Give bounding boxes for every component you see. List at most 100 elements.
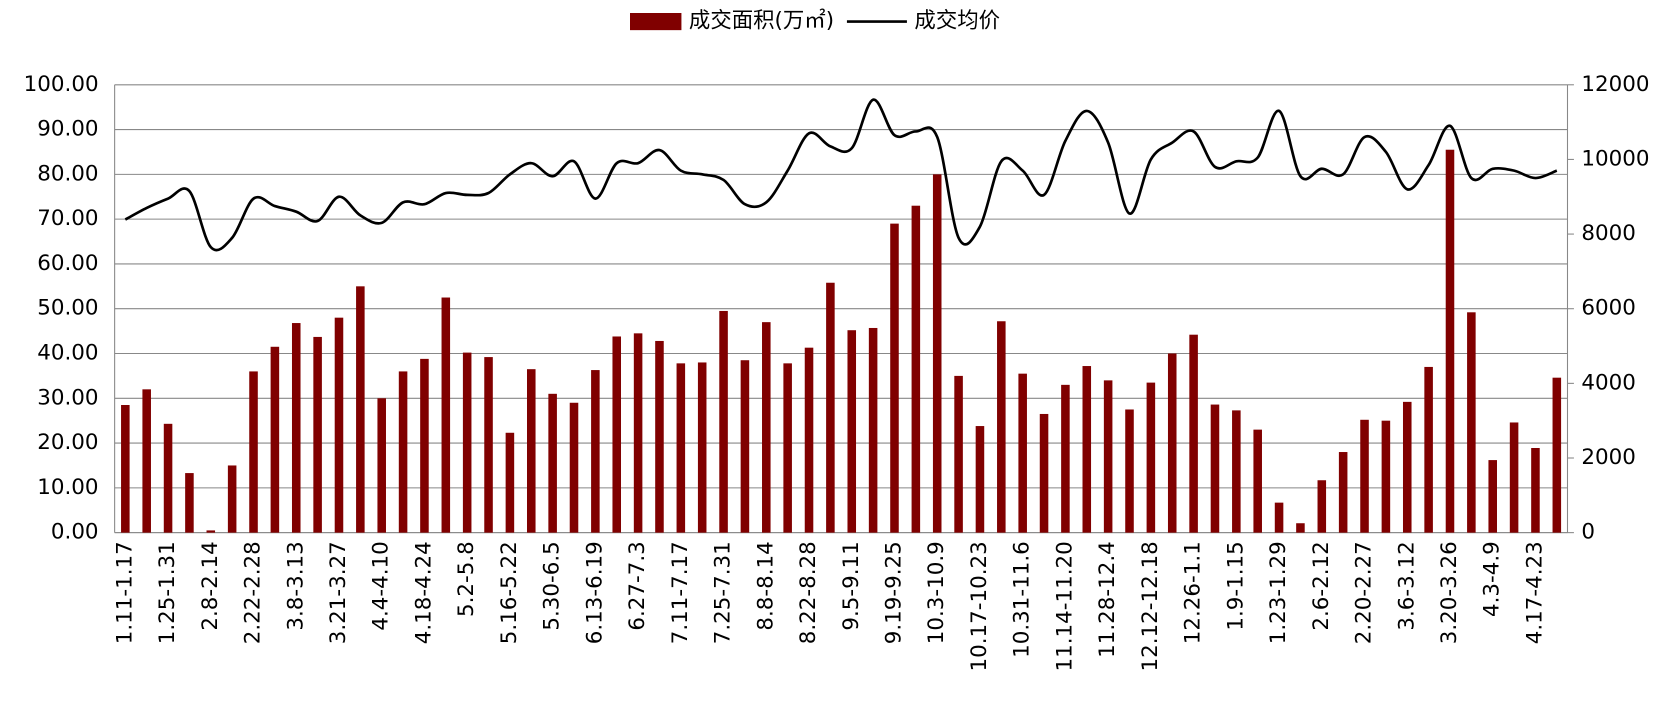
bar bbox=[526, 369, 536, 533]
x-tick-label: 3.8-3.13 bbox=[283, 541, 308, 630]
bar bbox=[1424, 366, 1433, 533]
y-tick-label: 80.00 bbox=[37, 161, 98, 186]
bar bbox=[377, 398, 386, 533]
x-tick-label: 4.18-4.24 bbox=[411, 541, 436, 644]
bar bbox=[1338, 452, 1348, 533]
bar bbox=[1103, 380, 1113, 533]
x-tick-label: 11.14-11.20 bbox=[1052, 541, 1077, 671]
x-tick-label: 11.28-12.4 bbox=[1095, 541, 1120, 658]
y2-tick-label: 10000 bbox=[1581, 146, 1649, 171]
y-tick-label: 60.00 bbox=[37, 251, 98, 276]
bar bbox=[142, 389, 151, 533]
x-tick-label: 10.17-10.23 bbox=[967, 541, 992, 671]
bar bbox=[270, 346, 280, 533]
x-tick-label: 2.22-2.28 bbox=[241, 541, 266, 644]
bar bbox=[1232, 410, 1241, 533]
bar bbox=[1082, 366, 1092, 533]
bar bbox=[420, 358, 429, 533]
x-tick-label: 8.22-8.28 bbox=[796, 541, 821, 644]
y-tick-label: 40.00 bbox=[37, 341, 98, 366]
bar bbox=[484, 357, 493, 533]
bar bbox=[1146, 382, 1156, 533]
x-tick-label: 12.12-12.18 bbox=[1138, 541, 1163, 671]
bar bbox=[291, 323, 301, 533]
x-tick-label: 7.11-7.17 bbox=[668, 541, 693, 644]
bar bbox=[1039, 413, 1049, 533]
bar bbox=[121, 405, 130, 533]
bar bbox=[868, 327, 878, 533]
bar bbox=[1360, 419, 1369, 533]
x-tick-label: 10.3-10.9 bbox=[924, 541, 949, 644]
bar bbox=[1467, 312, 1476, 533]
bar bbox=[462, 352, 472, 533]
legend-label: 成交均价 bbox=[914, 9, 1000, 34]
x-tick-label: 4.4-4.10 bbox=[369, 541, 394, 630]
bar bbox=[890, 223, 899, 533]
x-tick-label: 2.8-2.14 bbox=[198, 541, 223, 630]
x-tick-label: 10.31-11.6 bbox=[1010, 541, 1035, 658]
bar bbox=[1402, 401, 1412, 533]
y-tick-label: 10.00 bbox=[37, 475, 98, 500]
bar bbox=[633, 333, 643, 533]
bar bbox=[569, 402, 579, 533]
bar bbox=[975, 426, 985, 533]
x-tick-label: 6.13-6.19 bbox=[582, 541, 607, 644]
bar bbox=[1253, 429, 1262, 533]
bar bbox=[826, 282, 835, 533]
x-tick-label: 4.3-4.9 bbox=[1480, 541, 1505, 617]
x-tick-label: 12.26-1.1 bbox=[1181, 541, 1206, 644]
bar bbox=[1552, 377, 1562, 533]
bar bbox=[1018, 373, 1027, 533]
bar bbox=[1125, 409, 1134, 533]
legend: 成交面积(万㎡) 成交均价 bbox=[630, 8, 1000, 34]
x-tick-label: 9.5-9.11 bbox=[839, 541, 864, 630]
bar bbox=[719, 310, 728, 533]
bar bbox=[1189, 334, 1198, 533]
bar bbox=[1381, 420, 1391, 533]
line bbox=[124, 98, 1558, 252]
bar bbox=[762, 322, 771, 533]
bar bbox=[1274, 502, 1284, 533]
y-tick-label: 50.00 bbox=[37, 296, 98, 321]
bar bbox=[1061, 384, 1070, 533]
x-tick-label: 8.8-8.14 bbox=[753, 541, 778, 630]
x-tick-label: 1.25-1.31 bbox=[155, 541, 180, 644]
x-tick-label: 1.11-1.17 bbox=[112, 541, 137, 644]
x-tick-label: 9.19-9.25 bbox=[881, 541, 906, 644]
y-tick-label: 70.00 bbox=[37, 206, 98, 231]
bar bbox=[655, 340, 664, 533]
bar bbox=[612, 336, 622, 533]
x-tick-label: 3.21-3.27 bbox=[326, 541, 351, 644]
x-tick-label: 6.27-7.3 bbox=[625, 541, 650, 630]
x-tick-label: 5.30-6.5 bbox=[540, 541, 565, 630]
x-tick-label: 1.9-1.15 bbox=[1223, 541, 1248, 630]
bar bbox=[1488, 460, 1497, 533]
bar bbox=[356, 286, 365, 533]
y-tick-label: 0.00 bbox=[51, 520, 99, 545]
bar bbox=[185, 473, 194, 533]
bar bbox=[1445, 149, 1455, 533]
bar bbox=[804, 347, 814, 533]
bar bbox=[911, 205, 921, 533]
bar bbox=[1531, 447, 1540, 533]
x-tick-label: 2.6-2.12 bbox=[1309, 541, 1334, 630]
x-tick-label: 5.16-5.22 bbox=[497, 541, 522, 644]
bar bbox=[847, 330, 857, 533]
x-tick-label: 4.17-4.23 bbox=[1522, 541, 1547, 644]
legend-label: 成交面积(万㎡) bbox=[689, 8, 834, 34]
bar bbox=[313, 336, 322, 533]
y2-tick-label: 8000 bbox=[1581, 221, 1635, 246]
x-tick-label: 7.25-7.31 bbox=[711, 541, 736, 644]
y-tick-label: 30.00 bbox=[37, 385, 98, 410]
bar bbox=[398, 371, 408, 533]
bar bbox=[676, 363, 686, 533]
x-tick-label: 3.20-3.26 bbox=[1437, 541, 1462, 644]
bar bbox=[1167, 353, 1177, 533]
bar bbox=[206, 530, 216, 533]
bar bbox=[783, 363, 792, 533]
bar bbox=[954, 375, 963, 533]
bar bbox=[441, 297, 451, 533]
x-tick-label: 2.20-2.27 bbox=[1352, 541, 1377, 644]
